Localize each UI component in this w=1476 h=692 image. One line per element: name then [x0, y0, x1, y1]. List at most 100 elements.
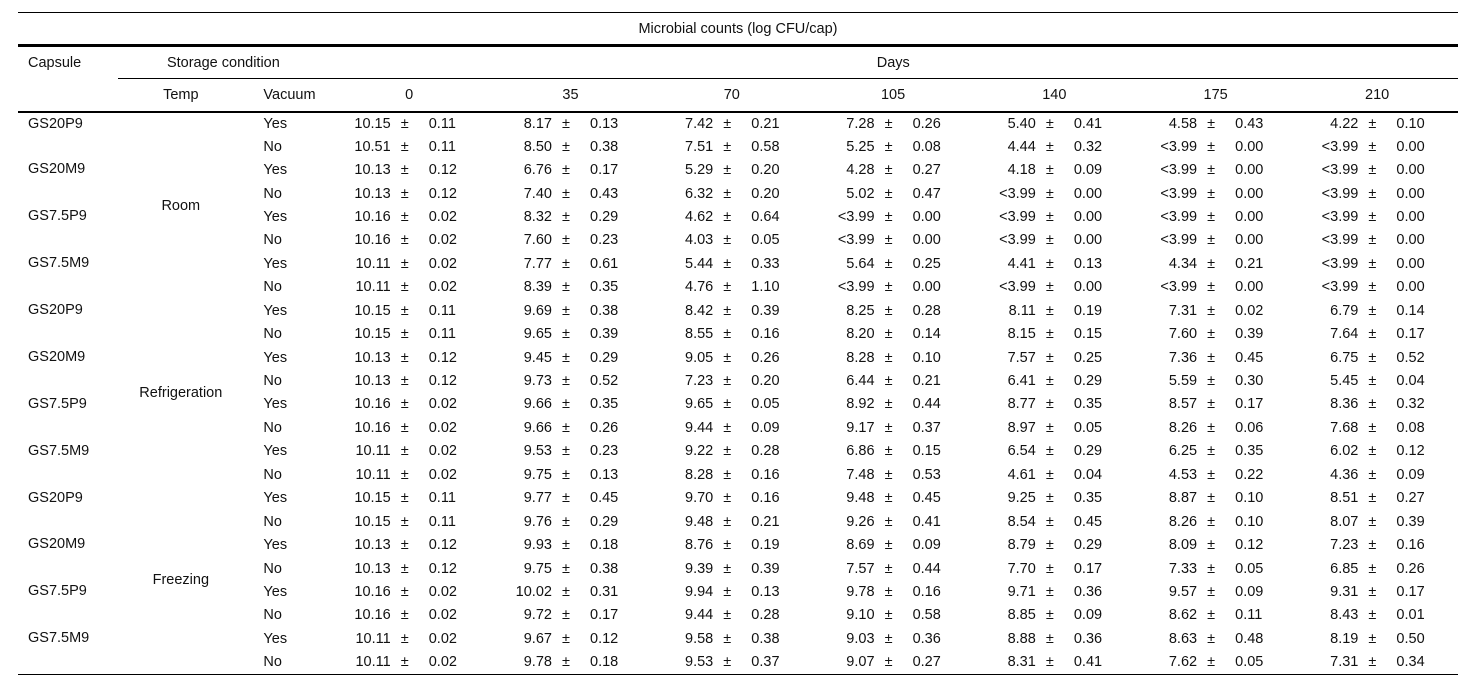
measurement-sd-day-70: 0.09 — [751, 419, 780, 436]
measurement-sd-day-0: 0.11 — [428, 490, 456, 507]
plus-minus-sign: ± — [1368, 255, 1377, 272]
plus-minus-sign: ± — [723, 162, 732, 179]
plus-minus-sign: ± — [1368, 396, 1377, 413]
measurement-sd-day-175: 0.09 — [1235, 583, 1264, 600]
measurement-value-day-105: 5.02 — [846, 185, 875, 202]
measurement-value-day-70: 9.05 — [685, 349, 714, 366]
table-row: GS20M9 Yes 10.13 ±0.12 6.76 ±0.17 5.29 ±0.20 4.2… — [18, 158, 1458, 181]
measurement-value-day-210: 6.75 — [1330, 349, 1359, 366]
plus-minus-sign: ± — [1045, 349, 1054, 366]
measurement-sd-day-175: 0.30 — [1235, 373, 1264, 390]
measurement-value-day-105: 9.03 — [846, 630, 875, 647]
measurement-value-day-35: 9.77 — [523, 490, 552, 507]
measurement-value-day-175: <3.99 — [1160, 279, 1198, 296]
measurement-sd-day-0: 0.12 — [428, 185, 457, 202]
measurement-sd-day-70: 0.20 — [751, 373, 780, 390]
plus-minus-sign: ± — [1368, 537, 1377, 554]
plus-minus-sign: ± — [1368, 490, 1377, 507]
plus-minus-sign: ± — [884, 466, 893, 483]
measurement-sd-day-0: 0.11 — [428, 302, 456, 319]
measurement-sd-day-70: 0.33 — [751, 255, 780, 272]
measurement-sd-day-210: 0.09 — [1396, 466, 1425, 483]
measurement-value-day-210: 6.79 — [1330, 302, 1359, 319]
measurement-value-day-210: <3.99 — [1321, 232, 1359, 249]
plus-minus-sign: ± — [562, 185, 570, 202]
measurement-sd-day-140: 0.13 — [1073, 255, 1103, 272]
plus-minus-sign: ± — [1368, 232, 1377, 249]
plus-minus-sign: ± — [723, 630, 732, 647]
plus-minus-sign: ± — [400, 138, 409, 155]
plus-minus-sign: ± — [723, 490, 732, 507]
vacuum-value: No — [263, 326, 282, 343]
plus-minus-sign: ± — [562, 607, 570, 624]
capsule-name: GS7.5M9 — [28, 442, 90, 459]
plus-minus-sign: ± — [400, 349, 409, 366]
measurement-sd-day-105: 0.44 — [912, 560, 941, 577]
measurement-sd-day-140: 0.05 — [1073, 419, 1103, 436]
plus-minus-sign: ± — [884, 162, 893, 179]
measurement-sd-day-70: 0.39 — [751, 302, 780, 319]
measurement-sd-day-105: 0.28 — [912, 302, 941, 319]
measurement-value-day-0: 10.11 — [355, 654, 391, 671]
plus-minus-sign: ± — [1207, 349, 1216, 366]
measurement-sd-day-175: 0.00 — [1235, 279, 1264, 296]
plus-minus-sign: ± — [884, 537, 893, 554]
plus-minus-sign: ± — [400, 443, 409, 460]
measurement-value-day-175: <3.99 — [1160, 232, 1198, 249]
measurement-value-day-175: 7.36 — [1168, 349, 1198, 366]
measurement-value-day-35: 9.69 — [523, 302, 552, 319]
measurement-sd-day-140: 0.35 — [1073, 490, 1103, 507]
plus-minus-sign: ± — [884, 654, 893, 671]
measurement-sd-day-175: 0.17 — [1235, 396, 1264, 413]
measurement-sd-day-175: 0.00 — [1235, 232, 1264, 249]
measurement-sd-day-0: 0.02 — [428, 583, 457, 600]
measurement-value-day-140: 6.41 — [1007, 373, 1036, 390]
table-row: No 10.51 ±0.11 8.50 ±0.38 7.51 ±0.58 5.25 ±0.08 4… — [18, 135, 1458, 158]
measurement-sd-day-175: 0.00 — [1235, 185, 1264, 202]
plus-minus-sign: ± — [400, 115, 409, 132]
measurement-value-day-175: 8.62 — [1168, 607, 1198, 624]
measurement-value-day-70: 9.48 — [685, 513, 714, 530]
measurement-sd-day-140: 0.19 — [1073, 302, 1103, 319]
plus-minus-sign: ± — [884, 115, 893, 132]
plus-minus-sign: ± — [884, 396, 893, 413]
measurement-sd-day-210: 0.17 — [1396, 326, 1425, 343]
measurement-sd-day-0: 0.12 — [428, 560, 457, 577]
measurement-sd-day-0: 0.02 — [428, 630, 457, 647]
measurement-sd-day-140: 0.00 — [1073, 208, 1103, 225]
measurement-sd-day-35: 0.17 — [590, 162, 619, 179]
measurement-sd-day-105: 0.15 — [912, 443, 941, 460]
measurement-sd-day-0: 0.02 — [428, 419, 457, 436]
table-row: GS20P9 Freezing Yes 10.15 ±0.11 9.77 ±0.45 9.70… — [18, 487, 1458, 589]
measurement-value-day-140: 7.57 — [1007, 349, 1036, 366]
vacuum-value: No — [263, 654, 282, 671]
column-header-day-0: 0 — [328, 78, 490, 113]
plus-minus-sign: ± — [400, 513, 409, 530]
plus-minus-sign: ± — [1207, 466, 1216, 483]
measurement-value-day-0: 10.13 — [354, 162, 391, 179]
plus-minus-sign: ± — [1207, 279, 1216, 296]
plus-minus-sign: ± — [562, 537, 570, 554]
vacuum-value: No — [263, 279, 282, 296]
microbial-counts-table: Microbial counts (log CFU/cap) Capsule S… — [18, 12, 1458, 675]
plus-minus-sign: ± — [1368, 513, 1377, 530]
measurement-sd-day-140: 0.29 — [1073, 443, 1103, 460]
measurement-sd-day-140: 0.45 — [1073, 513, 1103, 530]
measurement-value-day-35: 9.66 — [523, 396, 552, 413]
measurement-sd-day-105: 0.00 — [912, 232, 941, 249]
measurement-sd-day-105: 0.14 — [912, 326, 941, 343]
measurement-value-day-140: 8.15 — [1007, 326, 1036, 343]
table-row: GS7.5M9 Yes 10.11 ±0.02 9.67 ±0.12 9.58 ±0.38 9.… — [18, 627, 1458, 650]
measurement-sd-day-210: 0.27 — [1396, 490, 1425, 507]
vacuum-value: Yes — [263, 537, 288, 554]
measurement-sd-day-175: 0.12 — [1235, 537, 1264, 554]
plus-minus-sign: ± — [1368, 630, 1377, 647]
measurement-sd-day-175: 0.43 — [1235, 115, 1264, 132]
header-group-row: Capsule Storage condition Days — [18, 45, 1458, 113]
plus-minus-sign: ± — [400, 490, 409, 507]
measurement-value-day-0: 10.11 — [355, 279, 391, 296]
vacuum-value: Yes — [263, 583, 288, 600]
measurement-value-day-105: 8.69 — [846, 537, 875, 554]
plus-minus-sign: ± — [1045, 443, 1054, 460]
plus-minus-sign: ± — [562, 279, 570, 296]
